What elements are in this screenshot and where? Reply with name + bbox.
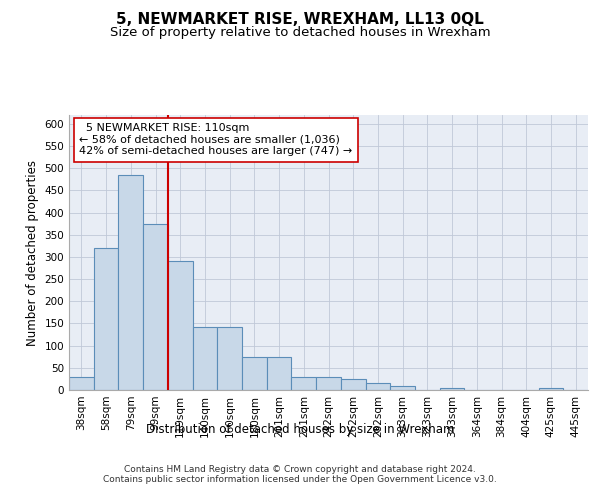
Bar bbox=[341, 379, 365, 390]
Bar bbox=[267, 356, 292, 390]
Text: 5 NEWMARKET RISE: 110sqm  
← 58% of detached houses are smaller (1,036)
42% of s: 5 NEWMARKET RISE: 110sqm ← 58% of detach… bbox=[79, 123, 353, 156]
Bar bbox=[365, 384, 390, 390]
Bar bbox=[390, 386, 415, 390]
Bar bbox=[94, 248, 118, 390]
Text: Contains HM Land Registry data © Crown copyright and database right 2024.
Contai: Contains HM Land Registry data © Crown c… bbox=[103, 465, 497, 484]
Bar bbox=[118, 175, 143, 390]
Bar bbox=[217, 326, 242, 390]
Bar bbox=[242, 356, 267, 390]
Bar bbox=[539, 388, 563, 390]
Bar bbox=[69, 376, 94, 390]
Bar bbox=[193, 326, 217, 390]
Text: 5, NEWMARKET RISE, WREXHAM, LL13 0QL: 5, NEWMARKET RISE, WREXHAM, LL13 0QL bbox=[116, 12, 484, 28]
Bar bbox=[143, 224, 168, 390]
Y-axis label: Number of detached properties: Number of detached properties bbox=[26, 160, 39, 346]
Bar bbox=[440, 388, 464, 390]
Bar bbox=[168, 262, 193, 390]
Text: Size of property relative to detached houses in Wrexham: Size of property relative to detached ho… bbox=[110, 26, 490, 39]
Text: Distribution of detached houses by size in Wrexham: Distribution of detached houses by size … bbox=[146, 422, 454, 436]
Bar bbox=[316, 376, 341, 390]
Bar bbox=[292, 376, 316, 390]
